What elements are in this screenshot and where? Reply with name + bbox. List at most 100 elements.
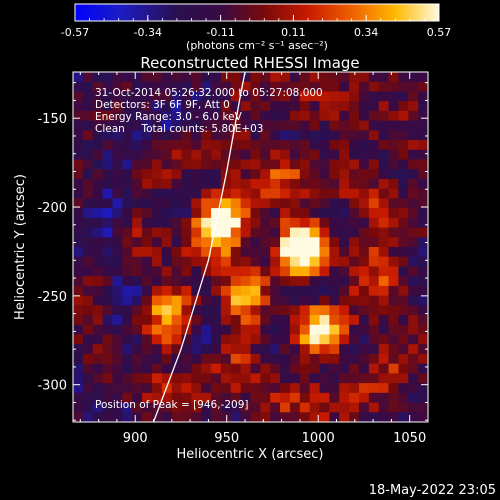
- heatmap-cell: [220, 188, 232, 199]
- heatmap-cell: [358, 373, 370, 384]
- heatmap-cell: [92, 91, 103, 102]
- heatmap-cell: [171, 72, 182, 83]
- heatmap-cell: [289, 198, 301, 209]
- heatmap-cell: [82, 169, 94, 180]
- heatmap-cell: [260, 140, 271, 151]
- heatmap-cell: [220, 276, 232, 287]
- heatmap-cell: [201, 237, 212, 248]
- heatmap-cell: [270, 72, 281, 83]
- heatmap-cell: [73, 276, 84, 287]
- heatmap-cell: [339, 402, 350, 413]
- heatmap-cell: [280, 120, 291, 131]
- heatmap-cell: [299, 334, 311, 345]
- heatmap-cell: [339, 392, 350, 403]
- heatmap-cell: [122, 198, 133, 209]
- heatmap-cell: [260, 266, 271, 277]
- heatmap-cell: [289, 140, 301, 151]
- heatmap-cell: [171, 392, 182, 403]
- heatmap-cell: [201, 383, 212, 394]
- heatmap-cell: [142, 159, 153, 170]
- heatmap-cell: [309, 402, 320, 413]
- heatmap-cell: [112, 188, 123, 199]
- heatmap-cell: [142, 178, 153, 190]
- heatmap-cell: [220, 208, 232, 219]
- heatmap-cell: [358, 178, 370, 190]
- heatmap-cell: [398, 149, 409, 160]
- heatmap-cell: [201, 130, 212, 141]
- heatmap-cell: [142, 373, 153, 384]
- heatmap-cell: [151, 140, 163, 151]
- heatmap-cell: [82, 285, 94, 297]
- heatmap-cell: [368, 324, 380, 335]
- heatmap-cell: [112, 353, 123, 365]
- heatmap-cell: [102, 285, 113, 297]
- heatmap-cell: [230, 217, 242, 228]
- heatmap-cell: [201, 120, 212, 131]
- heatmap-cell: [112, 412, 123, 422]
- heatmap-cell: [102, 110, 113, 122]
- heatmap-cell: [181, 188, 192, 199]
- heatmap-cell: [132, 383, 143, 394]
- heatmap-cell: [260, 169, 271, 180]
- heatmap-cell: [161, 217, 173, 228]
- heatmap-cell: [211, 72, 222, 83]
- heatmap-cell: [250, 392, 261, 403]
- heatmap-cell: [319, 363, 330, 374]
- heatmap-cell: [220, 383, 232, 394]
- heatmap-cell: [329, 198, 340, 209]
- heatmap-cell: [270, 266, 281, 277]
- heatmap-cell: [299, 140, 311, 151]
- heatmap-cell: [181, 305, 192, 316]
- heatmap-cell: [122, 392, 133, 403]
- heatmap-cell: [299, 101, 311, 112]
- heatmap-cell: [388, 188, 399, 199]
- heatmap-cell: [132, 140, 143, 151]
- heatmap-cell: [339, 412, 350, 422]
- heatmap-cell: [339, 344, 350, 355]
- heatmap-cell: [102, 324, 113, 335]
- heatmap-cell: [260, 276, 271, 287]
- heatmap-cell: [211, 363, 222, 374]
- heatmap-cell: [378, 383, 389, 394]
- heatmap-cell: [270, 227, 281, 238]
- heatmap-cell: [240, 373, 251, 384]
- heatmap-cell: [418, 120, 428, 131]
- heatmap-cell: [142, 110, 153, 122]
- heatmap-cell: [358, 256, 370, 267]
- heatmap-cell: [161, 227, 173, 238]
- heatmap-cell: [270, 159, 281, 170]
- heatmap-cell: [211, 101, 222, 112]
- heatmap-cell: [270, 110, 281, 122]
- heatmap-cell: [358, 353, 370, 365]
- heatmap-cell: [339, 305, 350, 316]
- heatmap-cell: [132, 256, 143, 267]
- heatmap-cell: [408, 383, 419, 394]
- heatmap-cell: [82, 324, 94, 335]
- heatmap-cell: [201, 81, 212, 92]
- heatmap-cell: [378, 110, 389, 122]
- heatmap-cell: [230, 101, 242, 112]
- heatmap-cell: [349, 188, 360, 199]
- heatmap-cell: [230, 383, 242, 394]
- heatmap-cell: [299, 81, 311, 92]
- heatmap-cell: [132, 159, 143, 170]
- heatmap-cell: [309, 373, 320, 384]
- heatmap-cell: [201, 72, 212, 83]
- heatmap-cell: [132, 295, 143, 306]
- heatmap-cell: [349, 169, 360, 180]
- heatmap-cell: [329, 72, 340, 83]
- heatmap-cell: [171, 256, 182, 267]
- heatmap-cell: [250, 130, 261, 141]
- heatmap-cell: [418, 81, 428, 92]
- heatmap-cell: [102, 159, 113, 170]
- heatmap-cell: [280, 227, 291, 238]
- heatmap-cell: [280, 140, 291, 151]
- heatmap-cell: [102, 237, 113, 248]
- heatmap-cell: [171, 334, 182, 345]
- annotation-clean: Clean Total counts: 5.80E+03: [95, 123, 264, 135]
- heatmap-cell: [408, 159, 419, 170]
- heatmap-cell: [329, 344, 340, 355]
- heatmap-cell: [250, 295, 261, 306]
- heatmap-cell: [181, 402, 192, 413]
- heatmap-cell: [240, 247, 251, 258]
